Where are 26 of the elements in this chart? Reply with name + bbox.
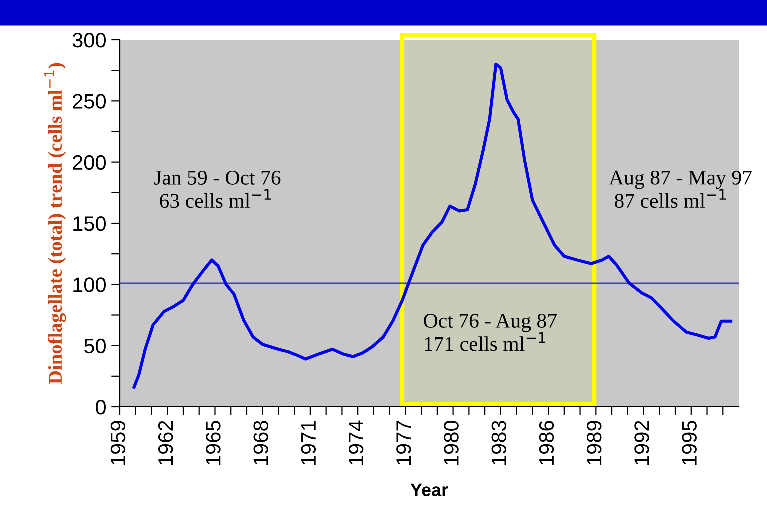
x-tick-label: 1962 [158,421,174,465]
x-tick-label: 1974 [348,420,364,465]
annotation: Jan 59 - Oct 76 63 cells ml$^{−1}$ [154,170,281,208]
y-tick-label: 100 [74,278,106,292]
x-tick-label: 1971 [301,421,316,465]
x-tick-label: 1980 [444,421,459,465]
x-tick-label: 1995 [682,421,697,465]
x-tick-label: 1992 [634,421,650,465]
annotation: Aug 87 - May 97 87 cells ml$^{−1}$ [609,170,752,208]
x-tick-label: 1977 [396,421,412,465]
y-tick-label: 200 [73,155,106,170]
y-tick-label: 150 [74,216,106,232]
x-tick-label: 1959 [110,421,126,465]
x-tick-label: 1986 [539,421,554,465]
x-tick-label: 1983 [492,421,507,465]
y-tick-label: 300 [72,33,106,48]
line-series [132,62,733,389]
x-axis-title: Year [410,484,448,496]
annotation: Oct 76 - Aug 87 171 cells ml$^{−1}$ [424,314,557,352]
y-tick-label: 250 [73,94,106,109]
y-tick-label: 0 [96,400,106,415]
x-tick-label: 1965 [206,421,221,465]
x-tick-label: 1989 [586,421,602,465]
y-axis-title: Dinoflagellate (total) trend (cells ml$^{−1}$) [44,63,66,384]
y-tick-label: 50 [84,338,106,354]
x-tick-label: 1968 [254,421,268,465]
